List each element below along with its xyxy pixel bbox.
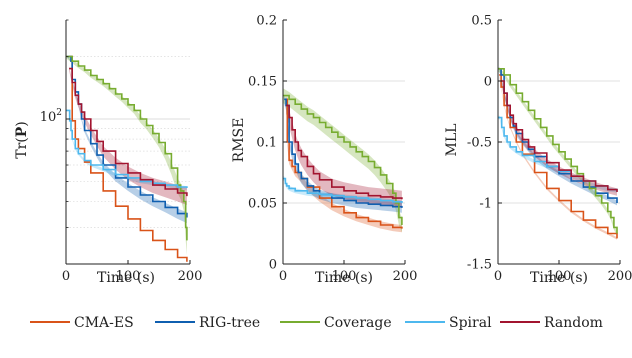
- trace-x-axis-label: Time (s): [97, 270, 155, 286]
- rmse-y-tick-label: 0.05: [248, 197, 277, 212]
- mll-line-random: [501, 80, 618, 192]
- mll-y-tick-label: -0.5: [467, 136, 492, 151]
- rmse-y-tick-label: 0: [269, 258, 277, 273]
- trace-band-rig-tree: [67, 55, 187, 224]
- mll-x-axis-label: Time (s): [530, 270, 588, 286]
- rmse-band-random: [286, 96, 402, 208]
- trace-y-axis-label: Tr(P): [14, 121, 30, 159]
- mll-y-tick-label: 0.5: [471, 14, 492, 29]
- mll-line-cma-es: [499, 74, 618, 239]
- trace-line-coverage: [66, 55, 188, 241]
- rmse-x-tick-label: 100: [332, 269, 357, 284]
- rmse-y-tick-label: 0.2: [256, 14, 277, 29]
- mll-x-tick-label: 200: [608, 269, 632, 284]
- trace-x-tick-label: 100: [116, 269, 141, 284]
- rmse-line-spiral: [283, 177, 403, 203]
- legend-label-spiral: Spiral: [449, 315, 492, 331]
- rmse-line-cma-es: [286, 98, 403, 229]
- mll-y-tick-label: -1: [479, 197, 492, 212]
- rmse-line-rig-tree: [284, 98, 403, 208]
- rmse-line-random: [286, 104, 403, 200]
- rmse-y-axis-label: RMSE: [231, 118, 247, 163]
- trace-y-tick-label: 102: [40, 108, 62, 125]
- rmse-x-tick-label: 0: [279, 269, 287, 284]
- mll-y-axis-label: MLL: [444, 124, 460, 157]
- trace-line-random: [69, 67, 188, 197]
- legend-label-coverage: Coverage: [324, 315, 392, 331]
- mll-panel: 0 100 200 -1.5 -1 -0.5 0 0.5 Time (s) MLL: [444, 14, 632, 287]
- mll-band-cma-es: [499, 73, 617, 240]
- rmse-x-tick-label: 200: [393, 269, 418, 284]
- mll-y-tick-label: 0: [484, 75, 492, 90]
- mll-y-tick-label: -1.5: [467, 258, 492, 273]
- mll-x-tick-label: 100: [547, 269, 572, 284]
- rmse-band-coverage: [283, 88, 402, 233]
- rmse-line-coverage: [283, 94, 403, 225]
- legend-label-rig-tree: RIG-tree: [199, 315, 260, 331]
- trace-line-cma-es: [69, 55, 188, 262]
- trace-x-tick-label: 200: [178, 269, 203, 284]
- legend: CMA-ES RIG-tree Coverage Spiral Random: [30, 315, 603, 331]
- trace-line-spiral: [66, 109, 188, 188]
- rmse-x-axis-label: Time (s): [315, 270, 373, 286]
- mll-x-tick-label: 0: [494, 269, 502, 284]
- rmse-panel: 0 100 200 0 0.05 0.1 0.15 0.2 Time (s) RMSE: [231, 14, 417, 287]
- legend-label-cma-es: CMA-ES: [74, 315, 134, 331]
- trace-panel: 0 100 200 Time (s) Tr(P) 102: [14, 19, 203, 286]
- rmse-band-spiral: [283, 176, 402, 206]
- legend-label-random: Random: [544, 315, 603, 331]
- trace-x-tick-label: 0: [62, 269, 70, 284]
- mll-line-coverage: [498, 68, 618, 234]
- rmse-y-tick-label: 0.15: [248, 75, 277, 90]
- rmse-y-tick-label: 0.1: [256, 136, 277, 151]
